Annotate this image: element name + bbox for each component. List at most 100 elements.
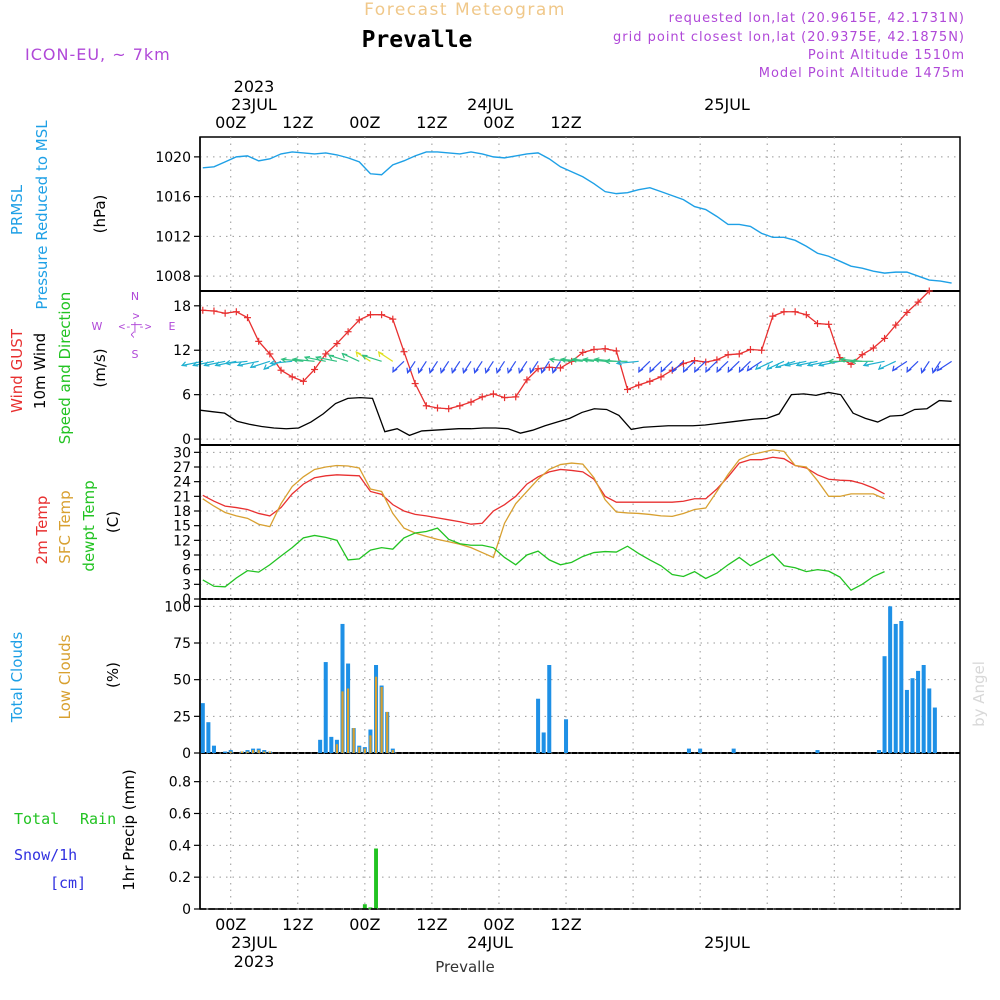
gust-marker — [266, 350, 274, 358]
wind-direction-arrow — [551, 361, 561, 374]
y-tick-label: 27 — [173, 460, 191, 476]
gust-marker — [579, 348, 587, 356]
wind-direction-arrow — [529, 361, 539, 374]
bottom-hour-label: 00Z — [215, 915, 246, 934]
gust-marker — [892, 321, 900, 329]
wind-direction-arrow — [920, 361, 930, 374]
wind-direction-arrow — [906, 360, 919, 373]
wind-direction-arrow — [754, 360, 774, 370]
rain-bar — [362, 904, 367, 909]
wind-direction-arrow — [694, 360, 707, 373]
gust-marker — [612, 347, 620, 355]
y-tick-label: 9 — [182, 548, 191, 564]
bottom-hour-label: 00Z — [349, 915, 380, 934]
gust-marker — [456, 402, 464, 410]
wind-direction-arrow — [377, 351, 394, 362]
gust-marker — [501, 394, 509, 402]
t2m-label: 2m Temp — [33, 496, 51, 565]
total-cloud-bar — [686, 748, 691, 753]
y-tick-label: 1008 — [155, 269, 191, 285]
bottom-hour-label: 12Z — [282, 915, 313, 934]
gust-marker — [244, 314, 251, 322]
gust-marker — [366, 311, 374, 319]
footer-location: Prevalle — [435, 958, 494, 976]
gust-marker — [545, 363, 553, 371]
gust-marker — [914, 298, 922, 306]
low-cloud-bar — [380, 687, 383, 753]
bottom-day-2: 24JUL — [467, 933, 513, 952]
rain-total-label: Total — [14, 810, 59, 828]
bottom-hour-label: 12Z — [550, 915, 581, 934]
pressure-label-2: Pressure Reduced to MSL — [33, 120, 51, 310]
dewpt-label: dewpt Temp — [80, 480, 98, 571]
compass-n: N — [131, 290, 139, 303]
wind-direction-arrow — [877, 360, 896, 370]
wind-direction-arrow — [203, 360, 226, 367]
y-tick-label: 0.4 — [169, 838, 191, 854]
gust-marker — [400, 348, 408, 356]
y-tick-label: 30 — [173, 445, 191, 461]
snow-label: Snow/1h — [14, 846, 77, 864]
y-tick-label: 25 — [173, 709, 191, 725]
wind-direction-arrow — [660, 360, 673, 373]
top-hour-label: 00Z — [349, 113, 380, 132]
compass-s: S — [132, 348, 139, 361]
total-cloud-bar — [564, 719, 569, 753]
gust-marker — [534, 365, 542, 373]
gust-marker — [646, 377, 654, 385]
total-cloud-bar — [882, 656, 887, 753]
plot-area — [180, 151, 960, 910]
credit: by Angel — [970, 661, 988, 727]
gust-marker — [814, 320, 821, 328]
y-tick-label: 1020 — [155, 150, 191, 166]
y-tick-label: 75 — [173, 636, 191, 652]
top-hour-label: 00Z — [215, 113, 246, 132]
gust-marker — [523, 376, 531, 384]
gust-marker — [322, 350, 330, 358]
low-cloud-bar — [251, 750, 255, 753]
gust-marker — [825, 320, 833, 328]
y-tick-label: 0 — [182, 746, 191, 762]
gust-marker — [467, 398, 475, 406]
gust-marker — [288, 373, 296, 381]
wind-direction-arrow — [507, 361, 517, 374]
gust-marker — [624, 385, 631, 393]
gust-marker — [601, 345, 609, 353]
wind-direction-arrow — [314, 355, 338, 362]
gust-marker — [657, 373, 665, 381]
wind-direction-arrow — [582, 357, 606, 363]
wind-direction-arrow — [795, 360, 818, 367]
wind-direction-arrow — [462, 361, 472, 374]
total-cloud-bar — [876, 750, 881, 753]
compass-ns: ^ | v — [129, 312, 142, 339]
total-cloud-bar — [888, 606, 893, 753]
low-cloud-bar — [363, 748, 366, 753]
wind-direction-arrow — [192, 360, 215, 367]
bottom-hour-labels: 00Z 12Z 00Z 12Z 00Z 12Z — [215, 915, 582, 934]
wind-direction-arrow — [439, 361, 450, 374]
wind-direction-arrow — [484, 361, 494, 374]
top-year: 2023 — [234, 77, 275, 96]
wind-direction-arrow — [571, 357, 595, 363]
gust-marker — [344, 328, 352, 336]
gust-marker — [277, 366, 285, 374]
top-day-1: 23JUL — [231, 95, 277, 114]
gust-marker — [355, 316, 363, 324]
compass-w: W — [92, 320, 103, 333]
wind-direction-arrow — [936, 360, 952, 372]
low-cloud-bar — [257, 750, 260, 753]
gust-marker — [691, 357, 699, 365]
gust-marker — [791, 308, 799, 316]
y-tick-label: 24 — [173, 475, 191, 491]
gust-marker — [489, 390, 497, 398]
low-cloud-bar — [229, 751, 232, 753]
y-tick-label: 18 — [173, 299, 191, 315]
gust-marker — [724, 351, 732, 359]
low-cloud-bar — [369, 735, 372, 753]
y-tick-label: 50 — [173, 673, 191, 689]
gust-marker — [389, 315, 397, 323]
wind-direction-arrow — [738, 360, 751, 373]
wind-direction-arrow — [784, 360, 807, 367]
low-clouds-label: Low Clouds — [56, 634, 74, 719]
wind-direction-arrow — [451, 361, 461, 374]
